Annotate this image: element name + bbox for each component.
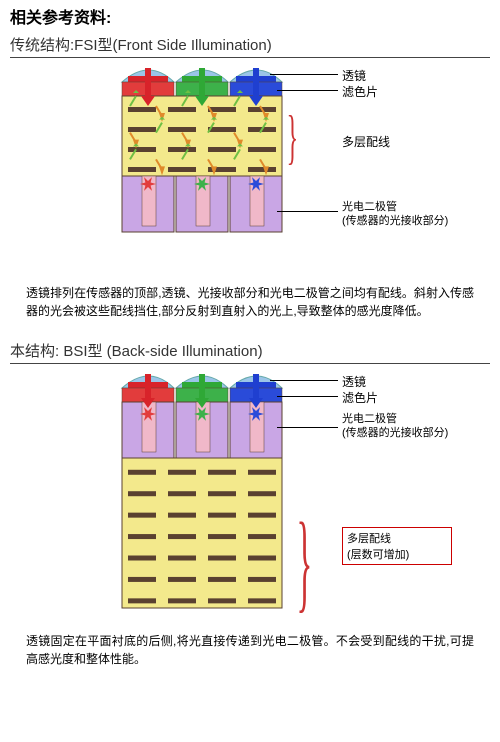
fsi-desc: 透镜排列在传感器的顶部,透镜、光接收部分和光电二极管之间均有配线。斜射入传感器的… [26,284,474,320]
brace: } [296,512,312,611]
fsi-heading: 传统结构:FSI型(Front Side Illumination) [10,34,490,55]
fsi-diagram-wrap: 透镜 滤色片 } 多层配线 光电二极管 (传感器的光接收部分) [120,66,490,276]
leader [270,74,338,75]
bsi-heading: 本结构: BSI型 (Back-side Illumination) [10,340,490,361]
leader [277,396,338,397]
fsi-label-photodiode: 光电二极管 (传感器的光接收部分) [342,200,448,229]
divider [10,363,490,364]
fsi-diagram [120,66,290,266]
bsi-label-photodiode: 光电二极管 (传感器的光接收部分) [342,412,448,441]
leader [270,380,338,381]
bsi-label-lens: 透镜 [342,373,366,390]
bsi-label-wiring: 多层配线 (层数可增加) [342,527,452,565]
fsi-label-filter: 滤色片 [342,83,378,100]
bsi-label-filter: 滤色片 [342,389,378,406]
leader [277,427,338,428]
leader [277,211,338,212]
fsi-label-wiring: 多层配线 [342,133,390,150]
bsi-diagram [120,372,290,627]
leader [277,90,338,91]
divider [10,57,490,58]
page-title: 相关参考资料: [10,4,490,28]
bsi-desc: 透镜固定在平面衬底的后侧,将光直接传递到光电二极管。不会受到配线的干扰,可提高感… [26,632,474,668]
fsi-label-lens: 透镜 [342,67,366,84]
brace: } [287,110,299,164]
bsi-diagram-wrap: 透镜 滤色片 光电二极管 (传感器的光接收部分) } 多层配线 (层数可增加) [120,372,490,632]
